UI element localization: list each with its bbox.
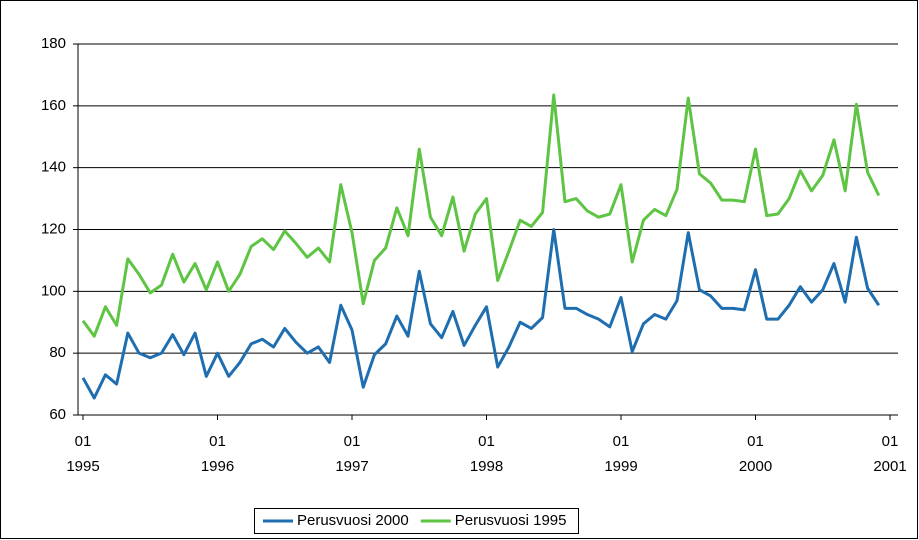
x-tick-label: 01 (344, 433, 361, 450)
x-tick-label: 01 (613, 433, 630, 450)
x-tick-label: 1999 (604, 458, 637, 475)
x-tick-label: 01 (478, 433, 495, 450)
x-tick-label: 01 (747, 433, 764, 450)
x-tick-label: 01 (209, 433, 226, 450)
x-tick-label: 1998 (470, 458, 503, 475)
series-line (81, 228, 881, 400)
x-tick-label: 1996 (201, 458, 234, 475)
y-tick-label: 140 (41, 159, 66, 176)
y-tick-label: 120 (41, 220, 66, 237)
x-tick-label: 2000 (739, 458, 772, 475)
x-tick-label: 01 (75, 433, 92, 450)
y-tick-label: 180 (41, 35, 66, 52)
x-tick-label: 1995 (66, 458, 99, 475)
y-tick-label: 80 (49, 344, 66, 361)
legend-label: Perusvuosi 1995 (455, 512, 567, 529)
legend-box (254, 508, 579, 534)
legend: Perusvuosi 2000 Perusvuosi 1995 (254, 508, 579, 534)
x-tick-label: 2001 (873, 458, 906, 475)
y-tick-label: 100 (41, 282, 66, 299)
x-tick-label: 01 (882, 433, 899, 450)
legend-label: Perusvuosi 2000 (297, 512, 409, 529)
series-line (81, 93, 881, 338)
x-tick-label: 1997 (335, 458, 368, 475)
y-tick-label: 160 (41, 97, 66, 114)
y-tick-label: 60 (49, 406, 66, 423)
